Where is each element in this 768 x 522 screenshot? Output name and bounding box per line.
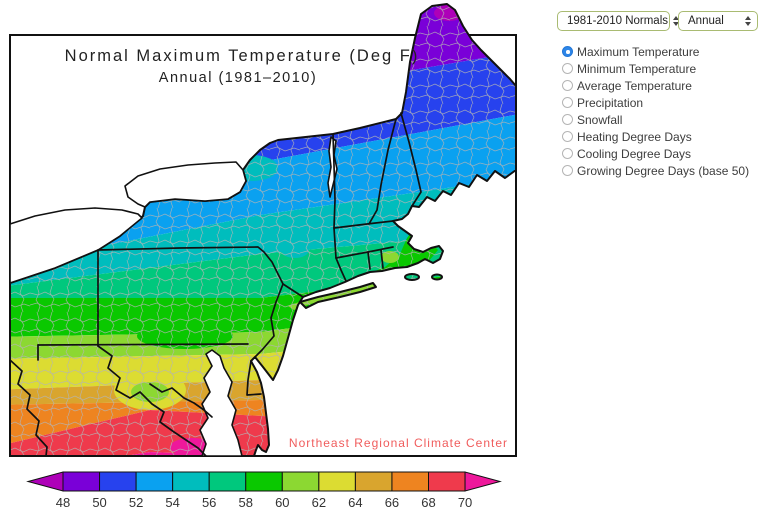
colorbar-tick-label: 54: [165, 495, 179, 510]
radio-label: Growing Degree Days (base 50): [577, 163, 750, 178]
radio-button[interactable]: [562, 46, 573, 57]
colorbar-tick-label: 64: [348, 495, 362, 510]
season-select-value: Annual: [688, 15, 724, 27]
colorbar-segment: [281, 471, 320, 492]
colorbar-tick-label: 58: [239, 495, 253, 510]
radio-label: Heating Degree Days: [577, 129, 692, 144]
colorbar-arrow-high: [464, 471, 502, 492]
chesapeake-bay: [199, 349, 243, 457]
map-subtitle: Annual (1981–2010): [159, 70, 317, 86]
colorbar-segment: [172, 471, 210, 492]
season-select[interactable]: Annual: [678, 11, 758, 31]
colorbar-segment: [318, 471, 356, 492]
dropdown-row: 1981-2010 Normals Annual: [557, 11, 763, 31]
radio-button[interactable]: [562, 131, 573, 142]
radio-button[interactable]: [562, 97, 573, 108]
radio-button[interactable]: [562, 148, 573, 159]
colorbar-tick-label: 56: [202, 495, 216, 510]
colorbar-segment: [391, 471, 430, 492]
island-outline: [404, 273, 420, 281]
radio-label: Precipitation: [577, 95, 644, 110]
colorbar-tick-label: 48: [56, 495, 70, 510]
stepper-icon: [673, 16, 680, 26]
colorbar: 48 50 52 54 56 58 60 62 64 66 68 70: [26, 471, 502, 510]
colorbar-tick-label: 62: [312, 495, 326, 510]
climate-map: Normal Maximum Temperature (Deg F) Annua…: [9, 3, 517, 510]
radio-button[interactable]: [562, 80, 573, 91]
land-outline: [9, 3, 517, 457]
colorbar-tick-label: 68: [421, 495, 435, 510]
radio-snowfall[interactable]: Snowfall: [562, 111, 763, 128]
radio-growing-degree-days-base-50[interactable]: Growing Degree Days (base 50): [562, 162, 763, 179]
state-borders: [9, 112, 422, 457]
dataset-select-value: 1981-2010 Normals: [567, 15, 669, 27]
radio-precipitation[interactable]: Precipitation: [562, 94, 763, 111]
radio-cooling-degree-days[interactable]: Cooling Degree Days: [562, 145, 763, 162]
radio-minimum-temperature[interactable]: Minimum Temperature: [562, 60, 763, 77]
colorbar-tick-label: 70: [458, 495, 472, 510]
colorbar-tick-label: 66: [385, 495, 399, 510]
lake-erie: [9, 207, 143, 284]
radio-label: Minimum Temperature: [577, 61, 697, 76]
radio-heating-degree-days[interactable]: Heating Degree Days: [562, 128, 763, 145]
colorbar-arrow-low: [26, 471, 64, 492]
colorbar-segment: [354, 471, 393, 492]
dataset-select[interactable]: 1981-2010 Normals: [557, 11, 680, 31]
radio-label: Snowfall: [577, 112, 623, 127]
colorbar-segment: [245, 471, 283, 492]
colorbar-segment: [99, 471, 137, 492]
colorbar-tick-label: 60: [275, 495, 289, 510]
map-credit: Northeast Regional Climate Center: [289, 436, 508, 450]
lake-champlain: [327, 136, 338, 198]
island-outline: [431, 273, 443, 281]
radio-button[interactable]: [562, 165, 573, 176]
radio-maximum-temperature[interactable]: Maximum Temperature: [562, 43, 763, 60]
map-title: Normal Maximum Temperature (Deg F): [65, 47, 420, 65]
radio-button[interactable]: [562, 114, 573, 125]
colorbar-segment: [208, 471, 247, 492]
controls-sidebar: 1981-2010 Normals Annual Maximum Tempera…: [557, 11, 763, 179]
lake-ontario: [124, 161, 247, 208]
radio-label: Average Temperature: [577, 78, 692, 93]
colorbar-segment: [428, 471, 466, 492]
stepper-icon: [745, 16, 751, 26]
radio-average-temperature[interactable]: Average Temperature: [562, 77, 763, 94]
long-island-outline: [299, 282, 377, 309]
colorbar-tick-label: 52: [129, 495, 143, 510]
radio-label: Cooling Degree Days: [577, 146, 692, 161]
radio-label: Maximum Temperature: [577, 44, 700, 59]
variable-radio-list: Maximum Temperature Minimum Temperature Av…: [562, 43, 763, 179]
radio-button[interactable]: [562, 63, 573, 74]
colorbar-segment: [62, 471, 101, 492]
colorbar-segment: [135, 471, 174, 492]
colorbar-tick-label: 50: [92, 495, 106, 510]
